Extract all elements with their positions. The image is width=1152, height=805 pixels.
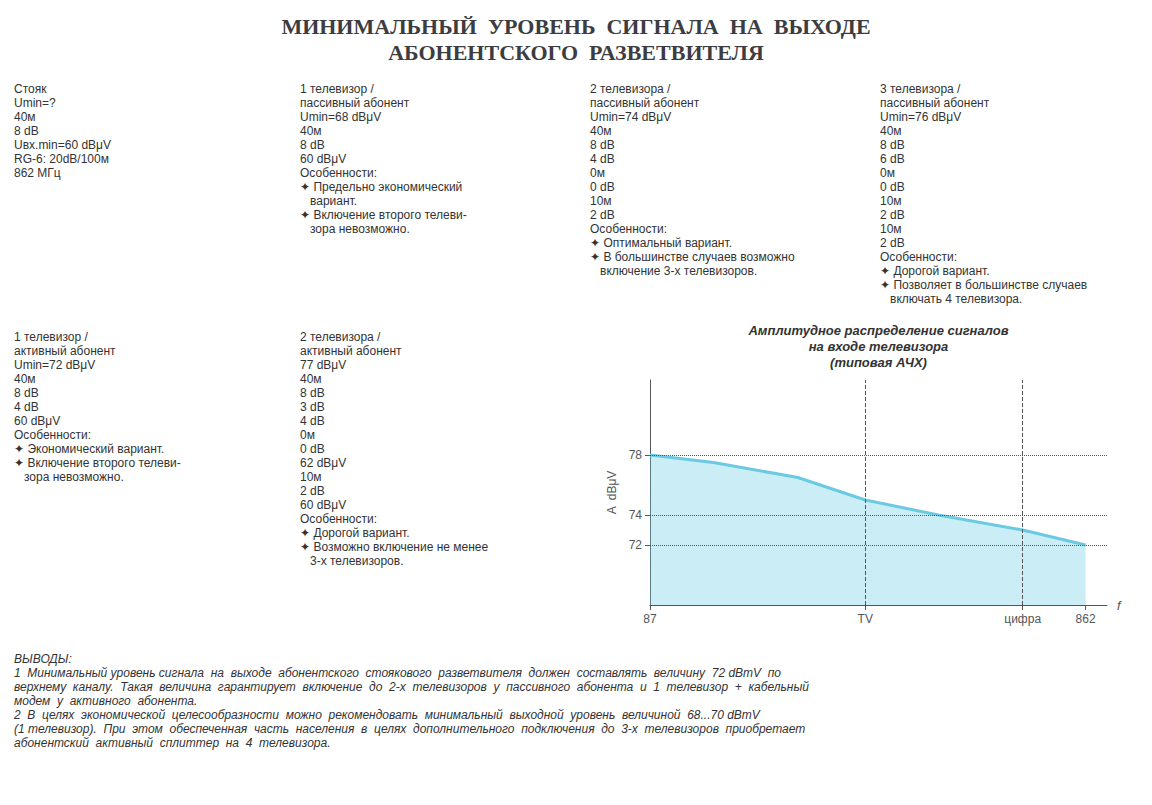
svg-text:TV: TV (858, 612, 873, 626)
svg-text:АБОНЕНТСКОГО РАЗВЕТВИТЕЛЯ: АБОНЕНТСКОГО РАЗВЕТВИТЕЛЯ (388, 40, 764, 65)
svg-text:пассивный абонент: пассивный абонент (590, 96, 700, 110)
svg-text:включение 3-х телевизоров.: включение 3-х телевизоров. (590, 264, 757, 278)
svg-text:пассивный абонент: пассивный абонент (880, 96, 990, 110)
svg-text:60 dBμV: 60 dBμV (300, 498, 346, 512)
svg-text:40м: 40м (14, 372, 36, 386)
svg-text:✦ Экономический вариант.: ✦ Экономический вариант. (14, 442, 164, 456)
svg-text:1 телевизор /: 1 телевизор / (300, 82, 374, 96)
svg-text:40м: 40м (590, 124, 612, 138)
svg-text:4 dB: 4 dB (590, 152, 615, 166)
svg-text:2 dB: 2 dB (880, 208, 905, 222)
svg-text:Uвх.min=60 dBμV: Uвх.min=60 dBμV (14, 138, 111, 152)
svg-text:A dBμV: A dBμV (605, 471, 619, 515)
svg-text:2 телевизора /: 2 телевизора / (300, 330, 381, 344)
svg-text:1 Минимальный уровень сигнала: 1 Минимальный уровень сигнала на выходе … (14, 666, 781, 680)
svg-text:включать 4 телевизора.: включать 4 телевизора. (880, 292, 1022, 306)
svg-text:✦ В большинстве случаев возмож: ✦ В большинстве случаев возможно (590, 250, 795, 264)
svg-text:4 dB: 4 dB (14, 400, 39, 414)
svg-text:0 dB: 0 dB (300, 442, 325, 456)
svg-text:8 dB: 8 dB (14, 386, 39, 400)
svg-text:862 МГц: 862 МГц (14, 166, 61, 180)
svg-text:4 dB: 4 dB (300, 414, 325, 428)
svg-text:✦ Позволяет в большинстве случ: ✦ Позволяет в большинстве случаев (880, 278, 1087, 292)
svg-text:77 dBμV: 77 dBμV (300, 358, 346, 372)
svg-text:10м: 10м (880, 194, 902, 208)
svg-text:40м: 40м (880, 124, 902, 138)
svg-text:2 dB: 2 dB (590, 208, 615, 222)
svg-text:8 dB: 8 dB (590, 138, 615, 152)
svg-text:Особенности:: Особенности: (300, 166, 377, 180)
svg-text:0м: 0м (300, 428, 315, 442)
svg-text:Umin=74 dBμV: Umin=74 dBμV (590, 110, 671, 124)
svg-text:40м: 40м (14, 110, 36, 124)
svg-text:ВЫВОДЫ:: ВЫВОДЫ: (14, 652, 72, 666)
svg-text:цифра: цифра (1004, 612, 1041, 626)
svg-text:3-х телевизоров.: 3-х телевизоров. (300, 554, 404, 568)
svg-text:Umin=?: Umin=? (14, 96, 56, 110)
svg-text:✦ Оптимальный вариант.: ✦ Оптимальный вариант. (590, 236, 732, 250)
svg-text:Особенности:: Особенности: (300, 512, 377, 526)
svg-text:0 dB: 0 dB (880, 180, 905, 194)
svg-text:модем у активного абонента.: модем у активного абонента. (14, 694, 197, 708)
svg-text:активный абонент: активный абонент (14, 344, 116, 358)
svg-text:8 dB: 8 dB (300, 386, 325, 400)
svg-text:78: 78 (629, 448, 643, 462)
svg-text:2 телевизора /: 2 телевизора / (590, 82, 671, 96)
svg-text:8 dB: 8 dB (880, 138, 905, 152)
svg-text:3 телевизора /: 3 телевизора / (880, 82, 961, 96)
svg-text:на входе телевизора: на входе телевизора (809, 339, 949, 354)
svg-text:62 dBμV: 62 dBμV (300, 456, 346, 470)
svg-text:10м: 10м (590, 194, 612, 208)
svg-text:72: 72 (629, 538, 643, 552)
svg-text:✦ Возможно включение не менее: ✦ Возможно включение не менее (300, 540, 489, 554)
svg-text:вариант.: вариант. (300, 194, 357, 208)
svg-text:10м: 10м (300, 470, 322, 484)
svg-text:✦ Предельно экономический: ✦ Предельно экономический (300, 180, 462, 194)
svg-text:6 dB: 6 dB (880, 152, 905, 166)
svg-text:40м: 40м (300, 372, 322, 386)
svg-text:1 телевизор /: 1 телевизор / (14, 330, 88, 344)
svg-text:Стояк: Стояк (14, 82, 47, 96)
svg-text:8 dB: 8 dB (300, 138, 325, 152)
svg-text:10м: 10м (880, 222, 902, 236)
svg-text:Особенности:: Особенности: (14, 428, 91, 442)
svg-text:Амплитудное распределение сигн: Амплитудное распределение сигналов (747, 323, 1008, 338)
svg-text:(1 телевизор). При этом обе: (1 телевизор). При этом обеспеченная час… (14, 722, 805, 736)
svg-text:✦ Дорогой вариант.: ✦ Дорогой вариант. (300, 526, 410, 540)
svg-text:абонентский активный сплитте: абонентский активный сплиттер на 4 телев… (14, 736, 331, 750)
svg-text:пассивный абонент: пассивный абонент (300, 96, 410, 110)
svg-text:✦ Включение второго телеви-: ✦ Включение второго телеви- (300, 208, 467, 222)
svg-text:верхнему каналу. Такая вели: верхнему каналу. Такая величина гарантир… (14, 680, 809, 694)
svg-text:Особенности:: Особенности: (590, 222, 667, 236)
svg-text:f: f (1117, 598, 1122, 613)
svg-text:активный абонент: активный абонент (300, 344, 402, 358)
svg-text:60 dBμV: 60 dBμV (300, 152, 346, 166)
svg-text:Umin=76 dBμV: Umin=76 dBμV (880, 110, 961, 124)
svg-text:зора невозможно.: зора невозможно. (300, 222, 410, 236)
svg-text:87: 87 (643, 612, 657, 626)
svg-text:0м: 0м (880, 166, 895, 180)
svg-text:60 dBμV: 60 dBμV (14, 414, 60, 428)
svg-text:40м: 40м (300, 124, 322, 138)
svg-text:2 dB: 2 dB (300, 484, 325, 498)
svg-text:74: 74 (629, 508, 643, 522)
svg-text:Umin=68 dBμV: Umin=68 dBμV (300, 110, 381, 124)
svg-text:2 dB: 2 dB (880, 236, 905, 250)
svg-text:862: 862 (1076, 612, 1096, 626)
svg-text:RG-6: 20dB/100м: RG-6: 20dB/100м (14, 152, 109, 166)
svg-text:зора невозможно.: зора невозможно. (14, 470, 124, 484)
svg-text:0 dB: 0 dB (590, 180, 615, 194)
svg-text:✦ Включение второго телеви-: ✦ Включение второго телеви- (14, 456, 181, 470)
svg-text:2 В целях экономической це: 2 В целях экономической целесообразности… (13, 708, 761, 722)
svg-text:Umin=72 dBμV: Umin=72 dBμV (14, 358, 95, 372)
svg-text:0м: 0м (590, 166, 605, 180)
svg-text:МИНИМАЛЬНЫЙ УРОВЕНЬ СИГНАЛА: МИНИМАЛЬНЫЙ УРОВЕНЬ СИГНАЛА НА ВЫХОДЕ (281, 14, 870, 39)
svg-text:8 dB: 8 dB (14, 124, 39, 138)
svg-text:(типовая АЧХ): (типовая АЧХ) (830, 355, 927, 370)
svg-text:3 dB: 3 dB (300, 400, 325, 414)
svg-text:Особенности:: Особенности: (880, 250, 957, 264)
svg-text:✦ Дорогой вариант.: ✦ Дорогой вариант. (880, 264, 990, 278)
